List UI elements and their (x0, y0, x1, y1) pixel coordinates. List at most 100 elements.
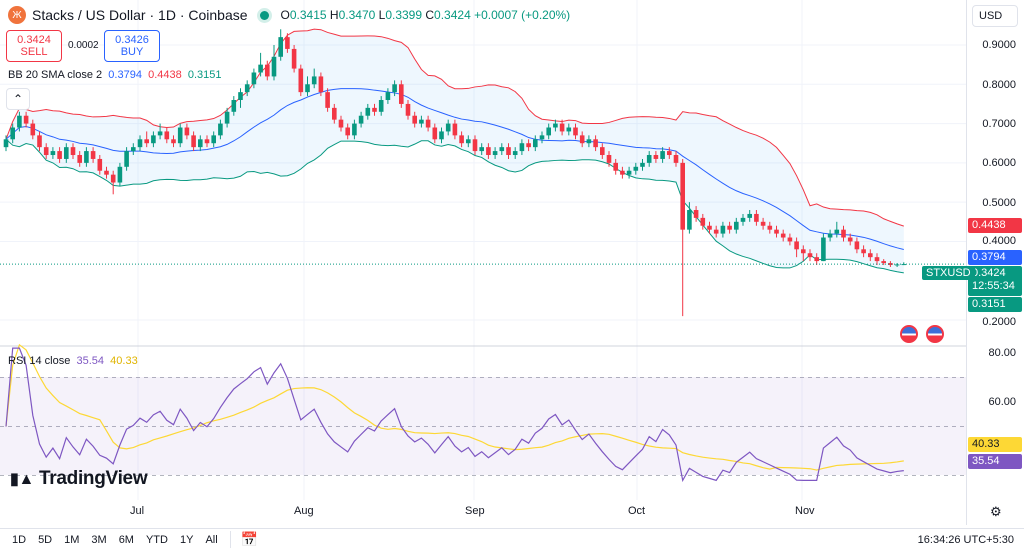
rsi-line (5, 347, 904, 483)
candle-body (533, 139, 538, 148)
rsi-legend[interactable]: RSI 14 close 35.54 40.33 (8, 355, 138, 367)
candle-body (553, 123, 558, 128)
candle-body (847, 237, 853, 242)
candle-body (218, 123, 223, 136)
candle-body (466, 139, 471, 144)
range-all[interactable]: All (205, 533, 218, 546)
candle-body (358, 115, 364, 124)
candle-body (633, 166, 639, 171)
candle-body (720, 225, 726, 234)
currency-select[interactable]: USD (972, 5, 1018, 27)
candle-body (191, 135, 196, 148)
price-tick: 0.8000 (982, 79, 1016, 91)
us-economic-event-icon[interactable] (926, 325, 944, 343)
bb-lower-tag: 0.3151 (968, 297, 1022, 312)
candle-body (385, 92, 391, 101)
candle-body (70, 147, 76, 156)
candle-body (298, 68, 304, 93)
range-1y[interactable]: 1Y (179, 533, 194, 546)
candle-body (479, 147, 484, 152)
symbol-title[interactable]: Stacks / US Dollar · 1D · Coinbase (32, 7, 248, 23)
candle-body (84, 151, 89, 163)
range-1d[interactable]: 1D (12, 533, 27, 546)
candle-body (539, 135, 545, 140)
open-value: 0.3415 (289, 8, 327, 22)
candle-body (626, 170, 632, 175)
candle-body (445, 123, 451, 132)
range-ytd[interactable]: YTD (145, 533, 168, 546)
close-value: 0.3424 (434, 8, 471, 22)
price-axis[interactable]: USD 0.9000 0.8000 0.7000 0.6000 0.5000 0… (966, 0, 1024, 525)
rsi-band-fill (0, 377, 966, 475)
candle-body (573, 127, 578, 136)
candle-body (868, 253, 873, 258)
high-value: 0.3470 (338, 8, 376, 22)
candle-body (177, 127, 183, 144)
candle-body (224, 111, 230, 124)
candle-body (459, 135, 464, 144)
bb-basis-value: 0.3794 (108, 69, 142, 81)
chart-canvas[interactable] (0, 0, 966, 526)
settings-gear-icon[interactable]: ⚙ (990, 504, 1002, 519)
price-tick: 0.6000 (982, 157, 1016, 169)
collapse-legend-button[interactable]: ⌃ (6, 88, 30, 110)
bottom-toolbar: 1D 5D 1M 3M 6M YTD 1Y All 📅 16:34:26 UTC… (0, 528, 1024, 550)
sell-button[interactable]: 0.3424 SELL (6, 30, 62, 62)
candle-body (399, 84, 404, 104)
grid (0, 0, 966, 500)
candle-body (285, 37, 290, 49)
candle-body (110, 174, 116, 183)
candle-body (579, 135, 585, 144)
candle-body (30, 123, 36, 136)
tradingview-logo[interactable]: ▮▲ TradingView (10, 468, 148, 489)
symbol-header[interactable]: Ж Stacks / US Dollar · 1D · Coinbase O0.… (8, 6, 570, 24)
bb-basis-tag: 0.3794 (968, 250, 1022, 265)
candle-body (124, 151, 129, 167)
candle-body (204, 139, 210, 144)
symbol-tag: STXUSD (922, 266, 975, 280)
range-6m[interactable]: 6M (118, 533, 134, 546)
time-tick: Sep (465, 505, 485, 517)
candle-body (606, 155, 612, 163)
candle-body (774, 229, 779, 234)
candle-body (693, 210, 699, 218)
candle-body (305, 84, 310, 93)
candle-body (760, 221, 766, 226)
candle-body (365, 107, 371, 116)
candle-body (827, 233, 833, 238)
range-5d[interactable]: 5D (38, 533, 53, 546)
time-tick: Aug (294, 505, 314, 517)
candle-body (814, 257, 819, 262)
candle-body (372, 107, 377, 112)
calendar-icon[interactable]: 📅 (229, 531, 258, 548)
candle-body (50, 151, 56, 156)
us-economic-event-icon[interactable] (900, 325, 918, 343)
candle-body (311, 76, 317, 85)
candle-body (499, 147, 505, 152)
candle-body (673, 155, 679, 163)
range-1m[interactable]: 1M (64, 533, 80, 546)
bb-lower-line (5, 138, 904, 274)
range-3m[interactable]: 3M (91, 533, 107, 546)
candle-body (278, 37, 283, 57)
candle-body (640, 162, 645, 167)
buy-button[interactable]: 0.3426 BUY (104, 30, 160, 62)
price-tick: 0.4000 (982, 235, 1016, 247)
bb-lower-value: 0.3151 (187, 69, 222, 81)
rsi-tick: 80.00 (988, 347, 1016, 359)
candle-body (600, 147, 605, 156)
candle-body (559, 123, 565, 132)
candle-body (620, 170, 625, 175)
bb-legend[interactable]: BB 20 SMA close 2 0.3794 0.4438 0.3151 (8, 69, 222, 81)
candle-body (834, 229, 840, 234)
candle-body (894, 264, 900, 266)
candle-body (144, 139, 149, 144)
time-tick: Jul (130, 505, 145, 517)
candle-body (807, 253, 813, 258)
candle-body (23, 115, 29, 124)
candle-body (157, 131, 163, 136)
candle-body (332, 107, 337, 120)
price-tick: 0.2000 (982, 316, 1016, 328)
market-status-icon (259, 10, 269, 20)
candle-body (660, 151, 665, 159)
